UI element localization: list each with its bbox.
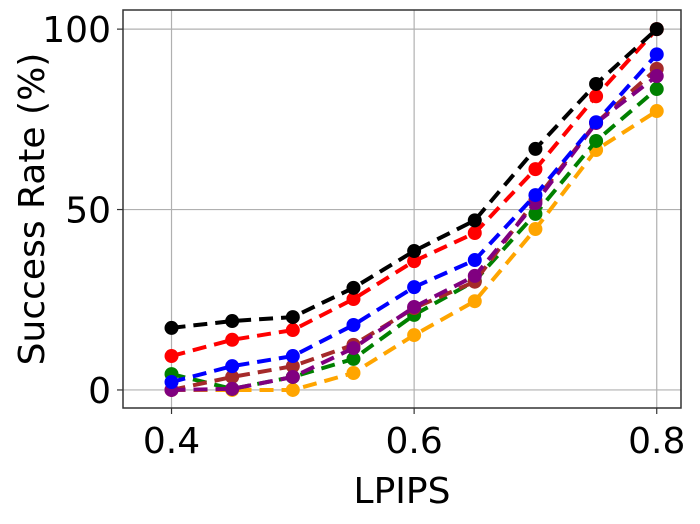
- x-tick-label: 0.6: [385, 421, 442, 462]
- data-point: [285, 323, 300, 338]
- x-tick-label: 0.4: [143, 421, 200, 462]
- data-point: [225, 359, 240, 374]
- series-line: [171, 87, 659, 391]
- data-point: [407, 254, 422, 269]
- data-point: [467, 268, 482, 283]
- data-point: [225, 381, 240, 396]
- data-point: [528, 162, 543, 177]
- data-point: [649, 69, 664, 84]
- data-point: [285, 369, 300, 384]
- data-point: [164, 320, 179, 335]
- data-point: [346, 292, 361, 307]
- data-point: [407, 280, 422, 295]
- data-point: [589, 89, 604, 104]
- data-point: [346, 365, 361, 380]
- y-tick-label: 0: [88, 371, 111, 412]
- data-point: [649, 104, 664, 119]
- data-point: [589, 76, 604, 91]
- ticks: 0.4 0.6 0.8 0 50 100: [42, 10, 685, 462]
- data-point: [346, 318, 361, 333]
- data-point: [407, 328, 422, 343]
- data-point: [285, 382, 300, 397]
- series-group: [164, 22, 664, 397]
- data-point: [346, 341, 361, 356]
- series-0: [164, 104, 664, 397]
- data-point: [467, 213, 482, 228]
- data-point: [346, 280, 361, 295]
- data-point: [225, 314, 240, 329]
- data-point: [467, 294, 482, 309]
- y-tick-label: 100: [42, 10, 111, 51]
- data-point: [346, 351, 361, 366]
- data-point: [649, 22, 664, 37]
- data-point: [467, 225, 482, 240]
- data-point: [407, 244, 422, 259]
- data-point: [528, 222, 543, 237]
- data-point: [285, 349, 300, 364]
- data-point: [164, 375, 179, 390]
- x-tick-label: 0.8: [628, 421, 685, 462]
- data-point: [589, 115, 604, 130]
- data-point: [285, 310, 300, 325]
- data-point: [407, 299, 422, 314]
- data-point: [649, 82, 664, 97]
- data-point: [225, 369, 240, 384]
- series-6: [164, 22, 664, 335]
- y-tick-label: 50: [65, 191, 111, 232]
- data-point: [528, 141, 543, 156]
- series-4: [164, 47, 664, 390]
- series-line: [171, 74, 658, 392]
- data-point: [285, 359, 300, 374]
- y-axis-label: Success Rate (%): [12, 53, 53, 366]
- data-point: [528, 188, 543, 203]
- data-point: [467, 253, 482, 268]
- data-point: [225, 332, 240, 347]
- data-point: [589, 133, 604, 148]
- data-point: [164, 349, 179, 364]
- data-point: [649, 47, 664, 62]
- x-axis-label: LPIPS: [354, 471, 451, 512]
